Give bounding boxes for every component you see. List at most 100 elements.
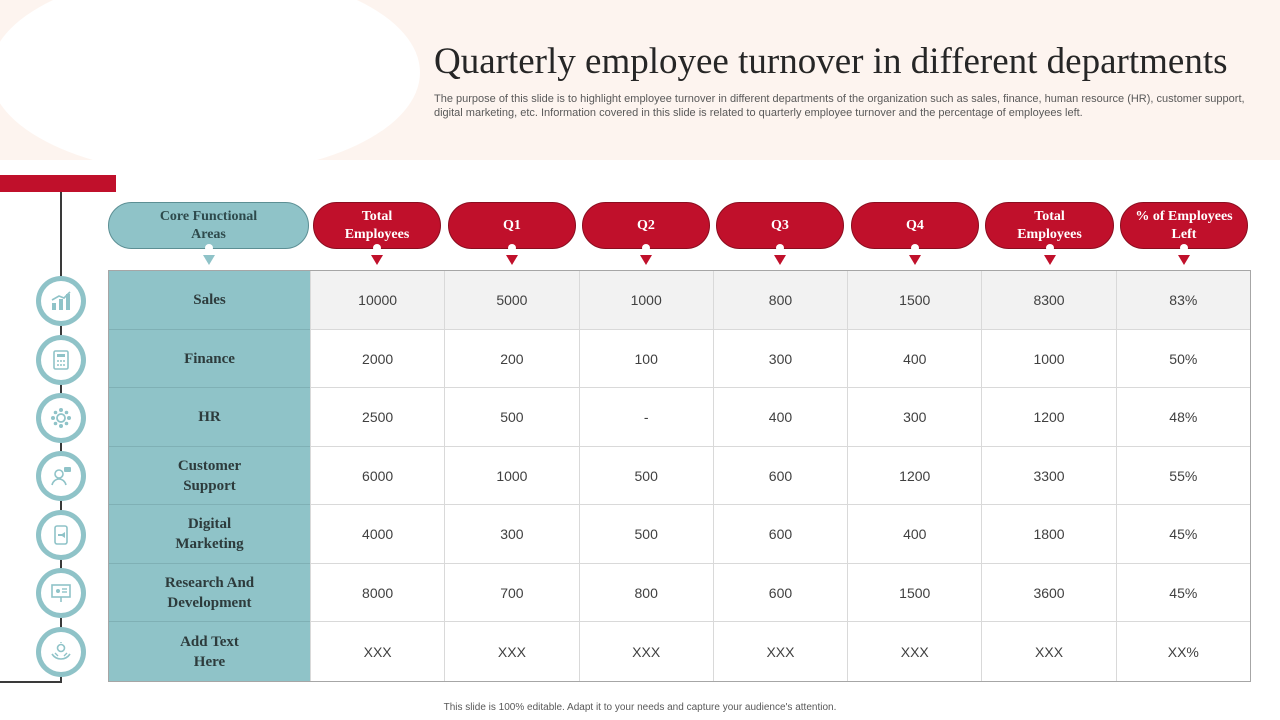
table-cell: 1200 (981, 388, 1116, 447)
header-q2: Q2 (582, 202, 710, 265)
table-cell: 5000 (444, 271, 579, 330)
footer-note: This slide is 100% editable. Adapt it to… (443, 702, 837, 713)
pill-dot (776, 244, 784, 252)
table-cell: - (578, 388, 713, 447)
people-gear-icon (36, 393, 86, 443)
table-cell: 48% (1115, 388, 1250, 447)
header-q1: Q1 (448, 202, 576, 265)
table-row: Sales 10000 5000 1000 800 1500 8300 83% (109, 271, 1250, 330)
table-cell: XXX (712, 622, 847, 681)
table-cell: 600 (712, 505, 848, 564)
timeline-base-line (0, 681, 62, 683)
table-cell: 45% (1115, 564, 1250, 622)
table-row: Add Text Here XXX XXX XXX XXX XXX XXX XX… (109, 622, 1250, 681)
header-q4: Q4 (851, 202, 979, 265)
pill-dot (1045, 244, 1054, 252)
table-cell: 2000 (309, 330, 445, 388)
pill-dot (911, 244, 919, 252)
header-total-employees-end: Total Employees (985, 202, 1114, 265)
table-cell: 500 (578, 505, 713, 564)
header-label: Total Employees (344, 208, 410, 242)
header-label: Core Functional Areas (159, 208, 258, 242)
header-label: % of Employees Left (1135, 208, 1233, 242)
table-cell: 600 (712, 564, 848, 622)
pill-dot (1180, 244, 1188, 252)
header-percent-left: % of Employees Left (1120, 202, 1248, 265)
turnover-table: Sales 10000 5000 1000 800 1500 8300 83% … (108, 270, 1251, 682)
page-subtitle: The purpose of this slide is to highligh… (434, 93, 1245, 119)
pill-arrow (202, 255, 215, 265)
row-label: Research And Development (109, 564, 310, 622)
table-row: Digital Marketing 4000 300 500 600 400 1… (109, 505, 1250, 564)
row-label: Sales (109, 271, 310, 330)
table-cell: 4000 (309, 505, 445, 564)
accent-bar (0, 175, 116, 192)
table-cell: 800 (578, 564, 713, 622)
row-label: HR (109, 388, 310, 447)
pill-arrow (371, 255, 383, 265)
table-cell: 55% (1115, 447, 1250, 505)
header-label: Total Employees (1017, 208, 1082, 242)
table-cell: 500 (444, 388, 579, 447)
table-cell: 400 (712, 388, 848, 447)
row-label-text: Digital Marketing (175, 516, 244, 552)
row-label: Digital Marketing (109, 505, 310, 564)
pill-dot (642, 244, 650, 252)
pill-arrow (640, 255, 652, 265)
table-cell: 700 (444, 564, 579, 622)
table-cell: 1000 (578, 271, 713, 330)
calculator-icon (36, 335, 86, 385)
row-label-text: Add Text Here (180, 633, 239, 670)
header-total-employees: Total Employees (313, 202, 441, 265)
table-cell: 600 (712, 447, 848, 505)
table-cell: 6000 (309, 447, 445, 505)
pill-arrow (506, 255, 518, 265)
table-cell: XXX (847, 622, 981, 681)
header-label: Q1 (503, 217, 521, 233)
hands-idea-icon (36, 627, 86, 677)
table-row: Customer Support 6000 1000 500 600 1200 … (109, 447, 1250, 505)
table-cell: 45% (1115, 505, 1250, 564)
table-cell: 1200 (847, 447, 982, 505)
table-cell: 800 (712, 271, 848, 330)
table-cell: 1000 (981, 330, 1116, 388)
table-cell: 1000 (444, 447, 579, 505)
table-cell: 400 (847, 505, 982, 564)
header-label: Q4 (906, 217, 924, 233)
mobile-marketing-icon (36, 510, 86, 560)
table-cell: 83% (1115, 271, 1250, 330)
row-label-text: Customer Support (177, 457, 242, 494)
table-cell: 3600 (981, 564, 1116, 622)
support-icon (36, 451, 86, 501)
pill-arrow (909, 255, 921, 265)
row-label: Finance (109, 330, 310, 388)
table-cell: 200 (444, 330, 579, 388)
presentation-icon (36, 568, 86, 618)
table-row: HR 2500 500 - 400 300 1200 48% (109, 388, 1250, 447)
table-cell: 500 (578, 447, 713, 505)
table-cell: 3300 (981, 447, 1116, 505)
table-cell: 50% (1115, 330, 1250, 388)
table-cell: 1500 (847, 564, 982, 622)
table-cell: XX% (1115, 622, 1250, 681)
row-label-text: Research And Development (164, 574, 255, 611)
table-cell: XXX (578, 622, 713, 681)
pill-arrow (1043, 255, 1056, 265)
table-cell: 2500 (309, 388, 445, 447)
table-cell: 300 (444, 505, 579, 564)
header-label: Q2 (637, 217, 655, 233)
header-label: Q3 (771, 217, 789, 233)
decorative-oval (0, 0, 420, 175)
table-row: Finance 2000 200 100 300 400 1000 50% (109, 330, 1250, 388)
table-cell: 100 (578, 330, 713, 388)
chart-icon (36, 276, 86, 326)
table-cell: 400 (847, 330, 982, 388)
row-label: Add Text Here (109, 622, 310, 681)
pill-dot (204, 244, 213, 252)
table-cell: XXX (444, 622, 578, 681)
table-cell: 8300 (981, 271, 1116, 330)
table-cell: 8000 (309, 564, 445, 622)
pill-dot (508, 244, 516, 252)
page-title: Quarterly employee turnover in different… (434, 41, 1228, 82)
header-q3: Q3 (716, 202, 844, 265)
